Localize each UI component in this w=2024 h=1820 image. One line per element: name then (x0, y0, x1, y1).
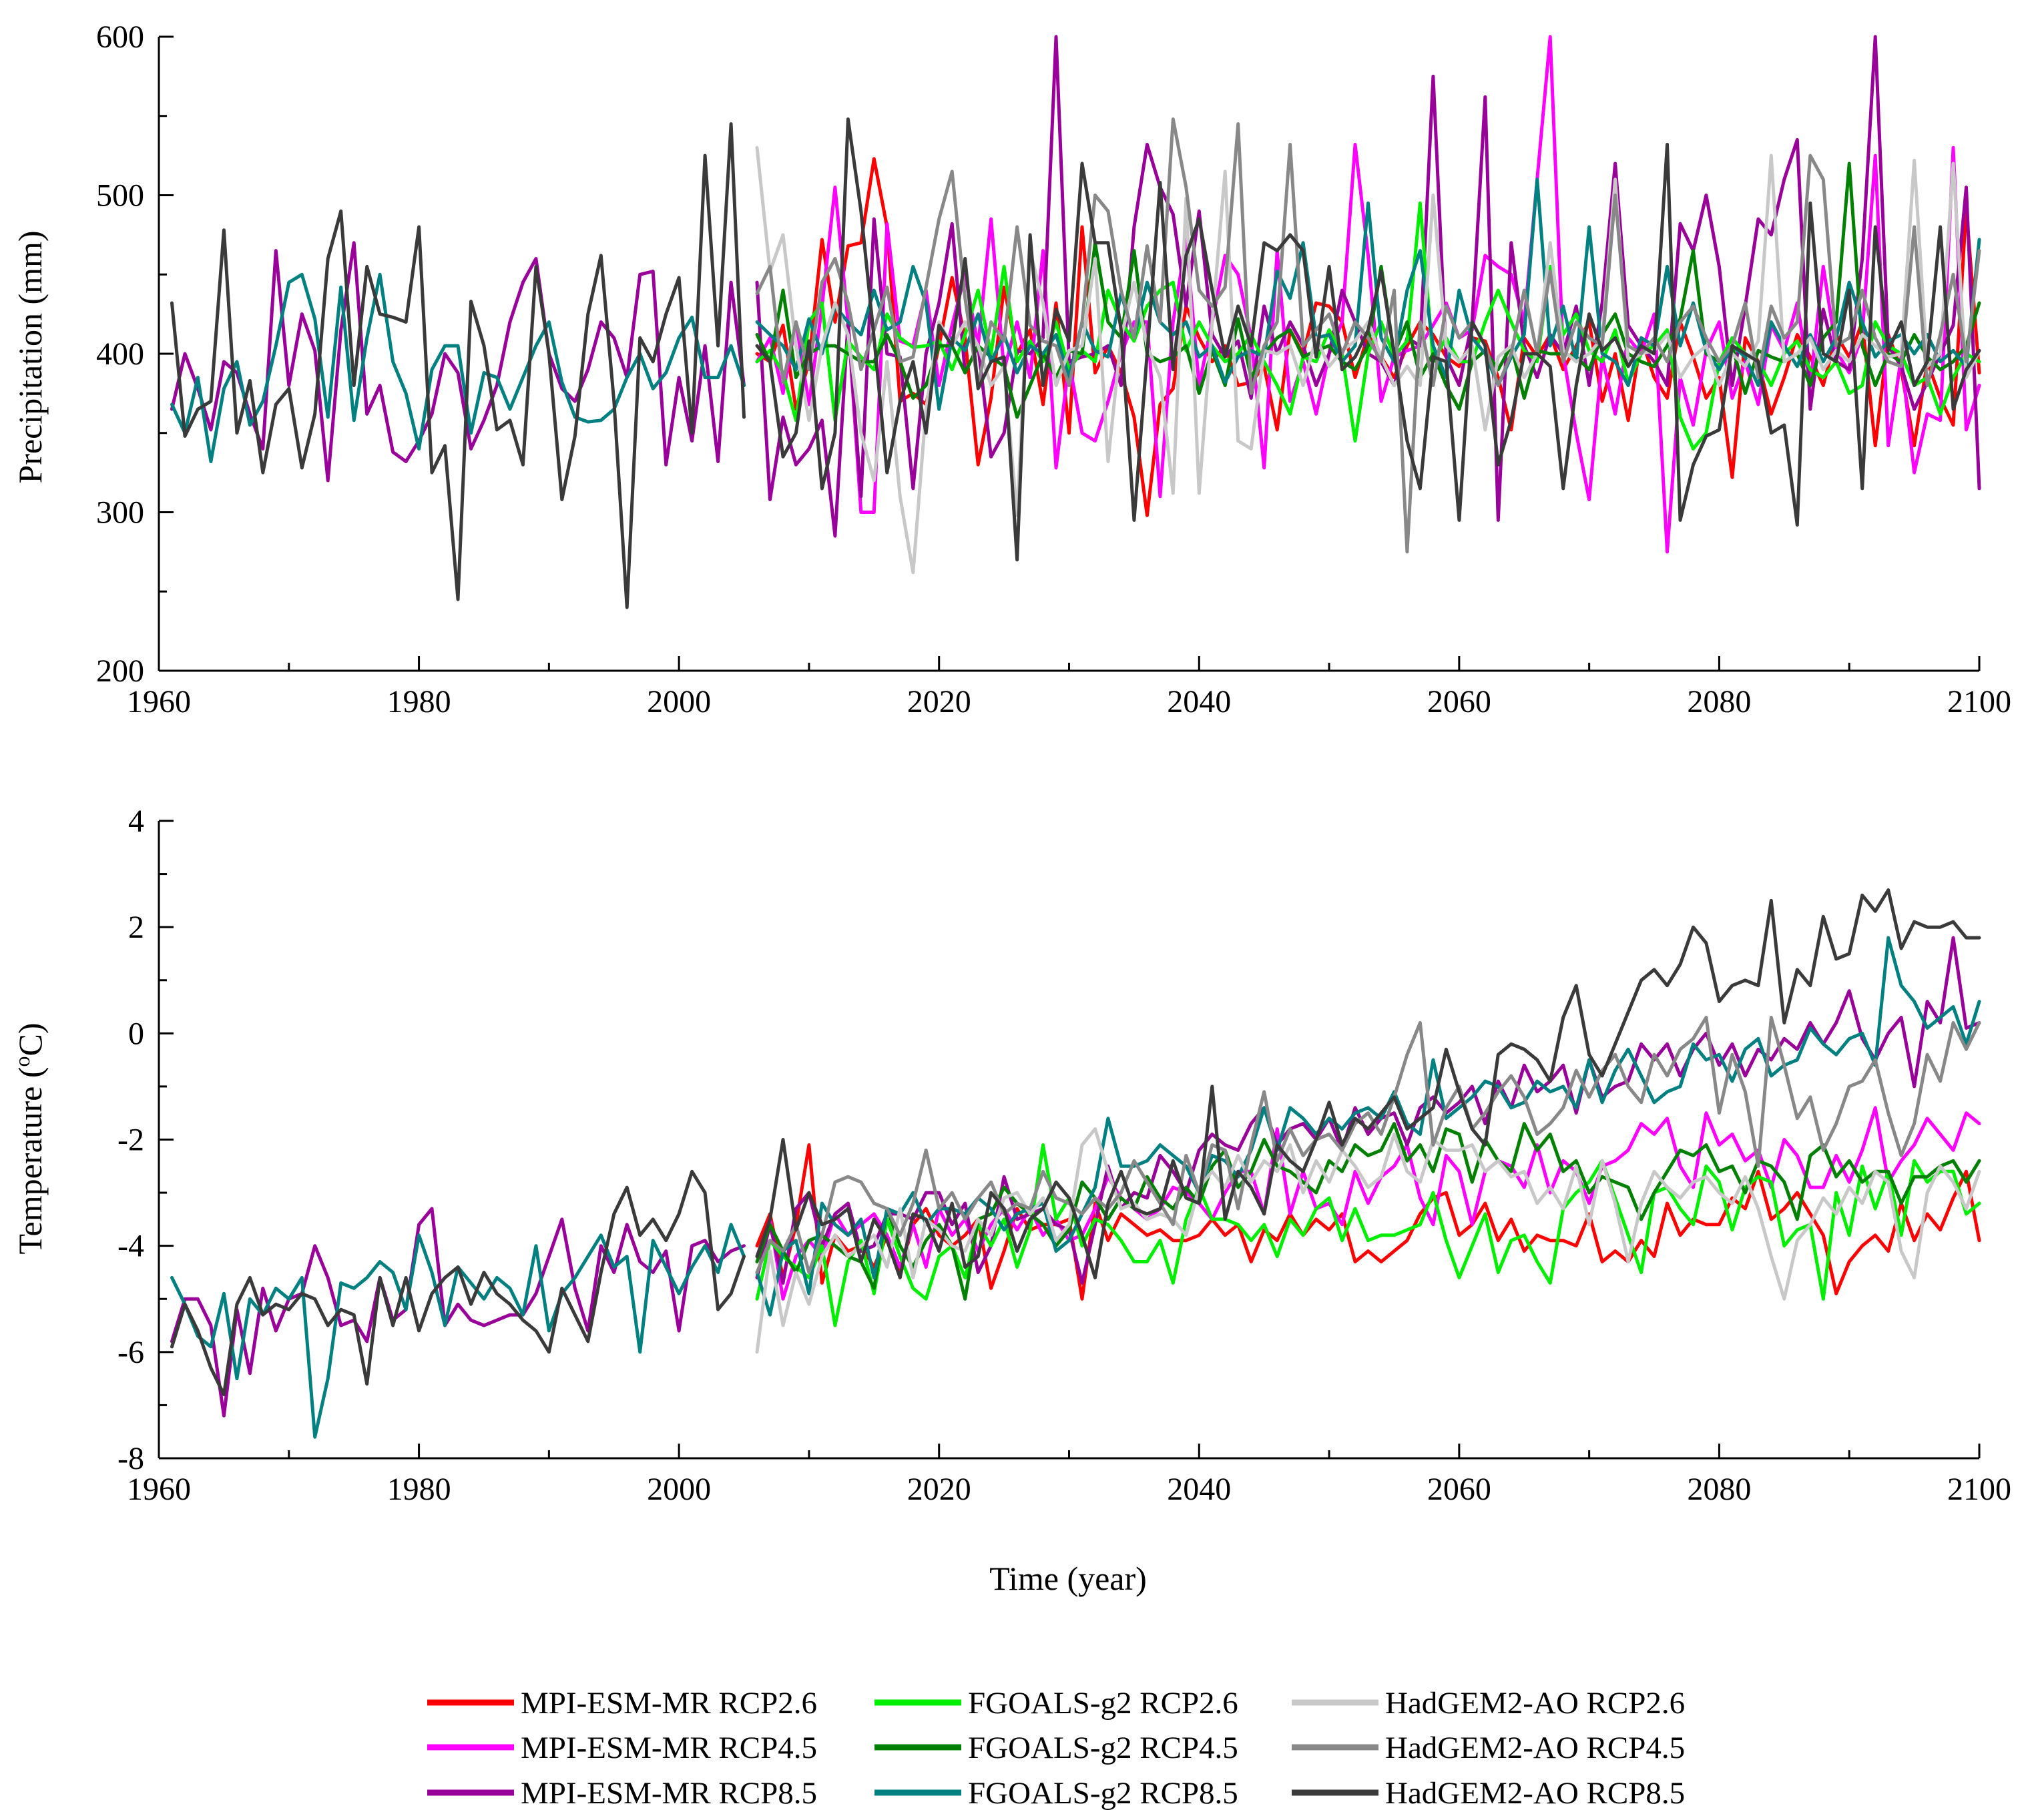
precip-y-tick-label: 200 (96, 653, 144, 689)
precip-hadgem2-ao-rcp8-5-line (755, 117, 1981, 562)
legend-entry: MPI-ESM-MR RCP8.5 (427, 1776, 817, 1811)
temp-x-tick-label: 2080 (1687, 1472, 1751, 1507)
temp-x-tick-label: 2020 (907, 1472, 971, 1507)
legend-entry: FGOALS-g2 RCP8.5 (874, 1776, 1238, 1811)
precip-y-tick-label: 600 (96, 19, 144, 55)
legend-label: MPI-ESM-MR RCP2.6 (521, 1686, 817, 1721)
precip-historical-hadgem2-ao-line (170, 122, 746, 609)
legend-label: HadGEM2-AO RCP4.5 (1385, 1731, 1685, 1765)
temperature-panel: 1960 1980 2000 2020 2040 2060 2080 2100 -8 -6 -4 -2… (10, 804, 2011, 1597)
temp-y-tick-label: -2 (117, 1123, 144, 1158)
legend-label: HadGEM2-AO RCP2.6 (1385, 1686, 1685, 1721)
temp-mpi-esm-mr-rcp2-6-line (755, 1143, 1981, 1301)
temp-x-tick-label: 2060 (1427, 1472, 1491, 1507)
temp-fgoals-g2-rcp8-5-line (755, 936, 1981, 1317)
legend-label: FGOALS-g2 RCP8.5 (968, 1776, 1238, 1811)
precip-historical-fgoals-g2-line (170, 272, 746, 463)
legend-label: MPI-ESM-MR RCP8.5 (521, 1776, 817, 1811)
temp-y-tick-label: 0 (128, 1016, 144, 1051)
precip-fgoals-g2-rcp8-5-line (755, 178, 1981, 411)
temperature-y-axis-title: Temperature (oC) (10, 1022, 49, 1254)
precip-x-tick-label: 2100 (1947, 684, 2011, 719)
temp-hadgem2-ao-rcp8-5-line (755, 888, 1981, 1279)
legend-entry: MPI-ESM-MR RCP2.6 (427, 1686, 817, 1721)
precip-hadgem2-ao-rcp2-6-line (755, 145, 1981, 575)
precip-y-tick-label: 400 (96, 336, 144, 372)
legend-entry: HadGEM2-AO RCP8.5 (1292, 1776, 1685, 1811)
temp-x-tick-label: 2000 (647, 1472, 711, 1507)
precipitation-series (170, 35, 1981, 609)
legend-label: HadGEM2-AO RCP8.5 (1385, 1776, 1685, 1811)
time-x-axis-title: Time (year) (989, 1560, 1147, 1597)
temp-fgoals-g2-rcp2-6-line (755, 1143, 1981, 1327)
precipitation-axes: 1960 1980 2000 2020 2040 2060 2080 2100 200 300 40… (96, 19, 2011, 719)
legend-label: MPI-ESM-MR RCP4.5 (521, 1731, 817, 1765)
temp-y-tick-label: -6 (117, 1335, 144, 1370)
temp-y-tick-label: -8 (117, 1441, 144, 1476)
precip-fgoals-g2-rcp4-5-line (755, 162, 1981, 419)
temp-y-tick-label: 4 (128, 804, 144, 839)
precip-hadgem2-ao-rcp4-5-line (755, 117, 1981, 554)
temp-mpi-esm-mr-rcp4-5-line (755, 1106, 1981, 1301)
precip-x-tick-label: 2060 (1427, 684, 1491, 719)
temp-x-tick-label: 1960 (127, 1472, 191, 1507)
precipitation-panel: 1960 1980 2000 2020 2040 2060 2080 2100 200 300 40… (11, 19, 2011, 719)
temp-x-tick-label: 1980 (387, 1472, 451, 1507)
legend-entry: HadGEM2-AO RCP4.5 (1292, 1731, 1685, 1765)
legend-entry: FGOALS-g2 RCP4.5 (874, 1731, 1238, 1765)
legend: MPI-ESM-MR RCP2.6 FGOALS-g2 RCP2.6 HadGEM2… (427, 1686, 1685, 1811)
temp-fgoals-g2-rcp4-5-line (755, 1122, 1981, 1301)
temperature-series (170, 888, 1981, 1439)
legend-entry: HadGEM2-AO RCP2.6 (1292, 1686, 1685, 1721)
temperature-axes: 1960 1980 2000 2020 2040 2060 2080 2100 -8 -6 -4 -2… (117, 804, 2011, 1507)
legend-label: FGOALS-g2 RCP2.6 (968, 1686, 1238, 1721)
legend-entry: MPI-ESM-MR RCP4.5 (427, 1731, 817, 1765)
temp-x-tick-label: 2100 (1947, 1472, 2011, 1507)
precip-x-tick-label: 2040 (1167, 684, 1231, 719)
precip-x-tick-label: 2000 (647, 684, 711, 719)
temp-x-tick-label: 2040 (1167, 1472, 1231, 1507)
legend-label: FGOALS-g2 RCP4.5 (968, 1731, 1238, 1765)
precip-y-tick-label: 300 (96, 495, 144, 531)
precip-y-tick-label: 500 (96, 178, 144, 214)
temp-y-tick-label: 2 (128, 910, 144, 945)
precip-x-tick-label: 1980 (387, 684, 451, 719)
precip-x-tick-label: 2080 (1687, 684, 1751, 719)
legend-entry: FGOALS-g2 RCP2.6 (874, 1686, 1238, 1721)
temp-historical-mpi-esm-mr-line (170, 1207, 746, 1418)
precipitation-y-axis-title: Precipitation (mm) (11, 230, 49, 483)
temp-historical-hadgem2-ao-line (170, 1169, 746, 1396)
precip-x-tick-label: 2020 (907, 684, 971, 719)
temp-y-tick-label: -4 (117, 1229, 144, 1264)
precip-x-tick-label: 1960 (127, 684, 191, 719)
precip-mpi-esm-mr-rcp8-5-line (755, 35, 1981, 538)
temp-hadgem2-ao-rcp4-5-line (755, 1016, 1981, 1274)
